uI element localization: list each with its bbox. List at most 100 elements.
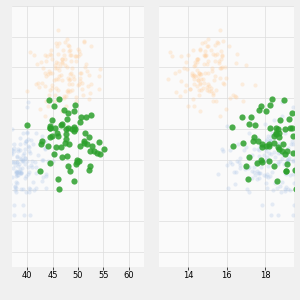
Point [269,138,274,142]
Point [235,51,239,56]
Point [77,75,82,80]
Point [259,104,263,109]
Point [63,63,68,68]
Point [234,95,239,100]
Point [197,48,202,52]
Point [55,134,60,139]
Point [213,53,218,58]
Point [50,83,54,88]
Point [282,98,286,103]
Point [47,98,52,103]
Point [26,189,31,194]
Point [211,77,216,82]
Point [31,180,35,184]
Point [251,146,256,151]
Point [17,161,22,166]
Point [61,53,66,58]
Point [36,80,40,85]
Point [251,170,256,175]
Point [28,138,33,142]
Point [295,149,300,154]
Point [48,134,52,139]
Point [186,53,190,58]
Point [89,82,94,87]
Point [81,92,86,97]
Point [188,87,193,92]
Point [22,150,26,155]
Point [167,49,172,54]
Point [285,160,290,165]
Point [74,99,79,104]
Point [84,68,89,73]
Point [264,172,269,176]
Point [71,74,76,78]
Point [88,163,92,168]
Point [202,53,207,58]
Point [287,188,292,193]
Point [37,85,41,90]
Point [169,54,174,59]
Point [13,185,17,190]
Point [67,76,72,81]
Point [2,122,6,126]
Point [82,140,86,145]
Point [28,163,33,168]
Point [219,49,224,54]
Point [65,111,70,116]
Point [56,187,61,192]
Point [209,86,214,91]
Point [66,43,70,47]
Point [52,104,56,109]
Point [263,181,268,186]
Point [26,100,31,105]
Point [19,170,23,175]
Point [269,201,274,206]
Point [65,164,70,169]
Point [0,145,3,149]
Point [50,85,55,90]
Point [283,131,288,136]
Point [20,186,25,191]
Point [280,114,285,118]
Point [79,70,84,75]
Point [66,88,71,92]
Point [260,160,265,164]
Point [240,115,244,119]
Point [13,190,18,195]
Point [30,165,34,170]
Point [50,71,54,76]
Point [204,53,208,58]
Point [220,38,225,43]
Point [283,172,288,177]
Point [59,57,64,62]
Point [17,155,22,160]
Point [22,156,27,161]
Point [64,89,69,94]
Point [69,53,74,58]
Point [23,140,28,145]
Point [260,142,265,147]
Point [283,186,287,191]
Point [232,93,237,98]
Point [89,44,94,49]
Point [274,131,278,136]
Point [69,82,74,87]
Point [0,151,3,156]
Point [217,59,221,64]
Point [274,131,278,136]
Point [205,44,210,49]
Point [277,140,282,145]
Point [51,118,56,122]
Point [252,164,256,169]
Point [201,85,206,90]
Point [198,82,203,87]
Point [21,131,26,136]
Point [278,184,282,189]
Point [261,152,266,157]
Point [65,90,70,94]
Point [250,175,254,180]
Point [246,164,251,169]
Point [6,160,10,165]
Point [21,158,26,162]
Point [283,152,287,157]
